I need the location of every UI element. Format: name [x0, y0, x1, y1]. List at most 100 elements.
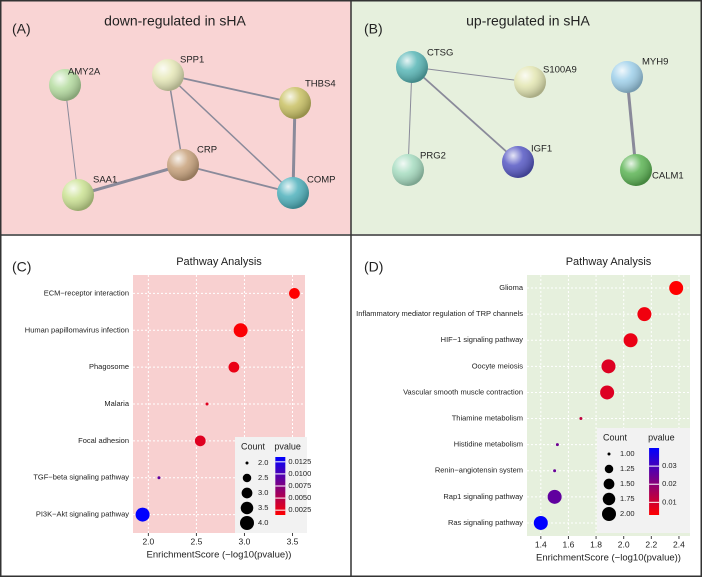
y-tick-label: Histidine metabolism — [454, 440, 523, 449]
bubble — [289, 288, 300, 299]
node-label: SAA1 — [93, 175, 117, 186]
legend-size-mark — [240, 501, 254, 515]
legend-size-mark — [241, 487, 253, 499]
node-label: S100A9 — [543, 65, 577, 76]
legend-size-label: 2.0 — [258, 458, 268, 467]
node-label: SPP1 — [180, 55, 204, 66]
y-tick-label: Rap1 signaling pathway — [443, 492, 523, 501]
legend-size-mark — [604, 464, 614, 474]
legend-title: pvalue — [648, 432, 675, 442]
panel-tag: (D) — [364, 259, 383, 275]
bubble — [601, 359, 616, 374]
panel-tag: (C) — [12, 259, 31, 275]
legend-size-label: 3.0 — [258, 488, 268, 497]
bubble — [553, 469, 557, 473]
y-tick-label: Human papillomavirus infection — [25, 325, 129, 334]
x-tick-label: 2.0 — [618, 539, 630, 549]
legend-size-label: 2.00 — [620, 509, 635, 518]
bubble — [194, 435, 206, 447]
y-tick-label: Ras signaling pathway — [448, 518, 523, 527]
node-label: COMP — [307, 175, 336, 186]
x-tick-label: 1.6 — [563, 539, 575, 549]
node-label: MYH9 — [642, 57, 668, 68]
edge — [407, 66, 413, 171]
y-tick-label: Phagosome — [89, 362, 129, 371]
panel-tag: (B) — [364, 21, 383, 37]
legend-size-label: 3.5 — [258, 503, 268, 512]
x-tick-label: 2.4 — [673, 539, 685, 549]
edge — [77, 163, 184, 197]
node: PRG2 — [392, 151, 446, 186]
y-tick-label: TGF−beta signaling pathway — [33, 473, 129, 482]
legend-size-label: 4.0 — [258, 518, 268, 527]
panel-title: up-regulated in sHA — [466, 13, 590, 29]
bubble — [233, 323, 248, 338]
node: SAA1 — [62, 175, 117, 211]
edge — [64, 84, 79, 196]
node: AMY2A — [49, 67, 101, 101]
legend-size-label: 1.50 — [620, 479, 635, 488]
edge — [167, 74, 296, 104]
x-axis-title: EnrichmentScore (−log10(pvalue)) — [536, 553, 681, 564]
colorbar-label: 0.03 — [662, 461, 677, 470]
legend-size-mark — [602, 507, 616, 521]
legend-size-mark — [603, 478, 615, 490]
legend-title: Count — [241, 441, 266, 451]
edge — [411, 66, 531, 83]
node: MYH9 — [611, 57, 668, 93]
edge — [167, 74, 294, 194]
x-tick-label: 3.5 — [287, 536, 299, 546]
x-tick-label: 2.5 — [191, 536, 203, 546]
node: THBS4 — [279, 79, 336, 119]
bubble — [205, 402, 209, 406]
panel-b-bg — [351, 0, 702, 234]
node-label: AMY2A — [68, 67, 101, 78]
bubble — [555, 443, 559, 447]
node: CALM1 — [620, 154, 684, 186]
legend-size-mark — [245, 461, 249, 465]
bubble — [637, 307, 652, 322]
chart-title: Pathway Analysis — [176, 256, 262, 268]
y-tick-label: Focal adhesion — [78, 436, 129, 445]
x-tick-label: 3.0 — [239, 536, 251, 546]
node: SPP1 — [152, 55, 204, 91]
bubble — [157, 476, 161, 480]
chart-title: Pathway Analysis — [566, 256, 652, 268]
y-tick-label: Inflammatory mediator regulation of TRP … — [356, 309, 523, 318]
y-tick-label: Vascular smooth muscle contraction — [403, 387, 523, 396]
y-tick-label: Oocyte meiosis — [472, 361, 524, 370]
colorbar-label: 0.0100 — [288, 469, 311, 478]
bubble — [135, 507, 150, 522]
y-tick-label: Glioma — [499, 283, 524, 292]
node: S100A9 — [514, 65, 577, 98]
legend-size-mark — [602, 492, 616, 506]
bubble — [533, 515, 548, 530]
y-tick-label: HIF−1 signaling pathway — [441, 335, 524, 344]
node-label: THBS4 — [305, 79, 336, 90]
legend-size-label: 2.5 — [258, 473, 268, 482]
node: CRP — [167, 145, 217, 181]
edge — [182, 164, 294, 194]
legend-title: Count — [603, 432, 628, 442]
bubble — [579, 417, 583, 421]
x-tick-label: 1.4 — [535, 539, 547, 549]
y-tick-label: Renin−angiotensin system — [435, 466, 523, 475]
node: IGF1 — [502, 144, 552, 178]
bubble — [547, 489, 562, 504]
colorbar — [649, 448, 660, 515]
x-tick-label: 2.2 — [645, 539, 657, 549]
legend-size-mark — [607, 452, 611, 456]
node-label: CRP — [197, 145, 217, 156]
x-tick-label: 1.8 — [590, 539, 602, 549]
colorbar-label: 0.0075 — [288, 481, 311, 490]
y-tick-label: Thiamine metabolism — [452, 414, 523, 423]
x-tick-label: 2.0 — [142, 536, 154, 546]
panel-title: down-regulated in sHA — [104, 13, 246, 29]
legend-size-mark — [242, 473, 252, 483]
colorbar-label: 0.02 — [662, 479, 677, 488]
colorbar-label: 0.01 — [662, 497, 677, 506]
legend-size-mark — [240, 516, 254, 530]
y-tick-label: PI3K−Akt signaling pathway — [36, 510, 129, 519]
